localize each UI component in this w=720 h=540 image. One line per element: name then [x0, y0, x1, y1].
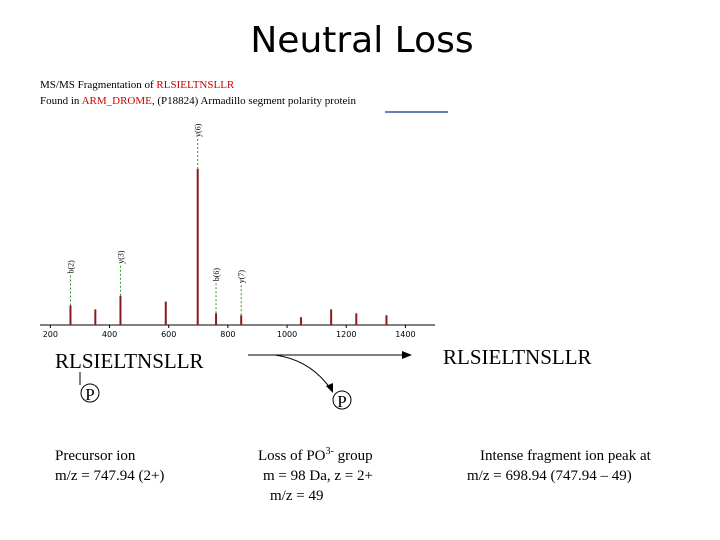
caption: Loss of PO3- group — [258, 446, 373, 464]
x-tick-label: 1200 — [336, 330, 356, 339]
x-tick-label: 800 — [220, 330, 235, 339]
caption: Precursor ion — [55, 448, 136, 464]
caption: Intense fragment ion peak at — [480, 448, 652, 464]
header-protein: ARM_DROME — [82, 95, 153, 107]
header-line: Found in ARM_DROME, (P18824) Armadillo s… — [40, 95, 356, 107]
mod-label: P — [337, 392, 346, 411]
arrow-head — [326, 383, 333, 393]
sequence: RLSIELTNSLLR — [55, 349, 204, 373]
spectrum: 200 400 600 800 1000 1200 1400 b(2) y(3) y(6) b(6)… — [40, 123, 435, 339]
caption: m = 98 Da, z = 2+ — [263, 468, 373, 484]
x-tick-label: 600 — [161, 330, 176, 339]
x-tick-label: 200 — [43, 330, 58, 339]
header-text: MS/MS Fragmentation of — [40, 79, 156, 91]
phospho-circle — [80, 383, 100, 403]
caption-sup: 3- — [326, 446, 334, 457]
peak-label: b(2) — [66, 260, 75, 274]
header-line: MS/MS Fragmentation of RLSIELTNSLLR — [40, 79, 235, 91]
peak-label: y(3) — [116, 250, 125, 264]
header-peptide: RLSIELTNSLLR — [156, 79, 234, 91]
peak-label: y(7) — [237, 270, 246, 284]
sequence: RLSIELTNSLLR — [443, 345, 592, 369]
mod-label: P — [85, 385, 94, 404]
peak-label: b(6) — [212, 268, 221, 282]
peak-label: y(6) — [194, 123, 203, 137]
caption-text: group — [334, 448, 373, 464]
header-text: , (P18824) Armadillo segment polarity pr… — [152, 95, 357, 107]
caption: m/z = 698.94 (747.94 – 49) — [467, 468, 632, 484]
arrow — [274, 354, 331, 389]
header-text: Found in — [40, 95, 82, 107]
caption: m/z = 747.94 (2+) — [55, 468, 164, 484]
x-tick-label: 1000 — [277, 330, 297, 339]
x-tick-label: 1400 — [395, 330, 415, 339]
caption: m/z = 49 — [270, 488, 323, 504]
caption-text: Loss of PO — [258, 448, 326, 464]
phospho-circle — [332, 390, 352, 410]
arrow-head — [402, 351, 412, 359]
slide-title: Neutral Loss — [250, 20, 473, 61]
x-tick-label: 400 — [102, 330, 117, 339]
